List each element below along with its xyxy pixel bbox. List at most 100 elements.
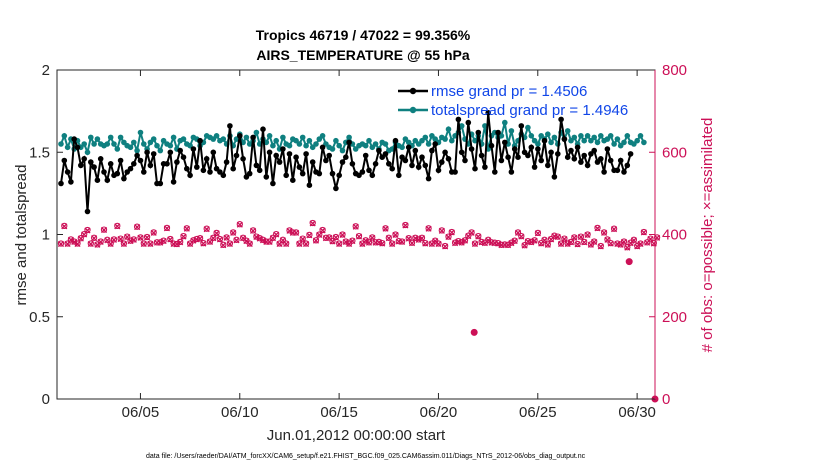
totalspread-point [273,137,280,144]
obs-assimilated-marker [342,238,349,245]
legend-label-totalspread: totalspread grand pr = 1.4946 [431,102,628,119]
obs-possible-marker [160,237,167,244]
totalspread-point [296,141,303,147]
totalspread-point [61,133,68,139]
rmse-point [250,134,256,141]
rmse-point [296,164,303,170]
obs-possible-marker [349,237,356,244]
rmse-point [617,157,624,164]
rmse-point [555,151,561,157]
obs-possible-marker [269,234,277,241]
obs-possible-marker [213,229,220,237]
obs-possible-marker [312,237,320,244]
obs-possible-marker [425,225,432,232]
rmse-point [604,146,611,152]
obs-possible-marker [81,230,88,238]
totalspread-point [180,136,187,142]
obs-assimilated-marker [531,237,538,244]
obs-assimilated-marker [448,229,455,236]
rmse-point [84,208,91,215]
obs-assimilated-marker [349,238,356,245]
obs-assimilated-marker [74,240,81,248]
rmse-point [452,169,458,175]
rmse-point [286,151,293,157]
rmse-point [535,146,541,152]
rmse-point [260,126,266,132]
obs-possible-marker [186,240,194,247]
rmse-point [273,152,280,159]
obs-possible-marker [571,234,578,241]
obs-assimilated-marker [422,240,429,247]
totalspread-point [94,136,101,142]
totalspread-point [502,119,508,126]
rmse-point [187,172,193,179]
totalspread-point [634,137,640,144]
obs-possible-marker [389,240,396,247]
rmse-point [210,149,217,156]
obs-possible-marker [206,238,214,245]
totalspread-point [243,134,250,141]
rmse-point [233,152,240,159]
rmse-point [548,149,554,156]
rmse-point [468,146,475,152]
obs-possible-marker [610,225,618,232]
obs-assimilated-marker [336,240,343,248]
obs-possible-marker [471,240,479,247]
totalspread-point [117,134,124,141]
totalspread-point [167,142,174,149]
obs-assimilated-marker [418,235,426,242]
obs-assimilated-marker [309,220,316,227]
obs-possible-marker [180,232,187,240]
obs-assimilated-marker [471,240,479,248]
totalspread-point [150,136,157,142]
obs-possible-marker [591,238,598,245]
obs-assimilated-marker [216,236,224,243]
rmse-point [343,154,349,160]
totalspread-point [220,136,227,142]
totalspread-point [339,147,346,154]
totalspread-point [472,137,478,144]
obs-assimilated-marker [190,237,197,244]
obs-possible-marker [461,237,469,244]
obs-assimilated-marker [160,238,167,245]
rmse-point [386,161,392,167]
obs-assimilated-marker [389,240,396,248]
totalspread-point [266,133,273,139]
rmse-point [104,177,111,183]
obs-assimilated-marker [177,239,184,246]
obs-assimilated-marker [61,223,68,230]
obs-possible-marker [352,223,359,230]
totalspread-point [306,137,313,144]
obs-possible-marker [574,240,581,248]
obs-possible-marker [594,224,601,232]
rmse-point [114,170,121,177]
rmse-point [220,172,227,179]
totalspread-point [346,134,352,141]
obs-possible-marker [87,240,94,247]
obs-possible-marker [203,225,210,232]
rmse-point [531,164,538,170]
obs-assimilated-marker [163,225,171,232]
obs-assimilated-marker [408,240,416,247]
obs-assimilated-marker [213,230,220,237]
totalspread-point [508,128,515,134]
obs-assimilated-marker [137,234,144,241]
obs-assimilated-marker [144,234,151,241]
totalspread-point [611,141,617,147]
obs-assimilated-marker [412,235,419,242]
rmse-point [415,164,422,170]
obs-possible-marker [183,225,190,232]
rmse-point [240,156,246,162]
totalspread-point [607,133,614,139]
obs-possible-marker [226,240,234,247]
rmse-point [445,156,452,162]
obs-assimilated-marker [438,227,445,234]
obs-possible-marker [133,223,141,230]
rmse-point [545,162,551,169]
obs-assimilated-marker [528,239,535,246]
rmse-point [515,154,521,160]
rmse-point [203,156,210,162]
rmse-point [392,137,399,144]
rmse-point [405,144,412,151]
obs-possible-marker [600,229,608,236]
